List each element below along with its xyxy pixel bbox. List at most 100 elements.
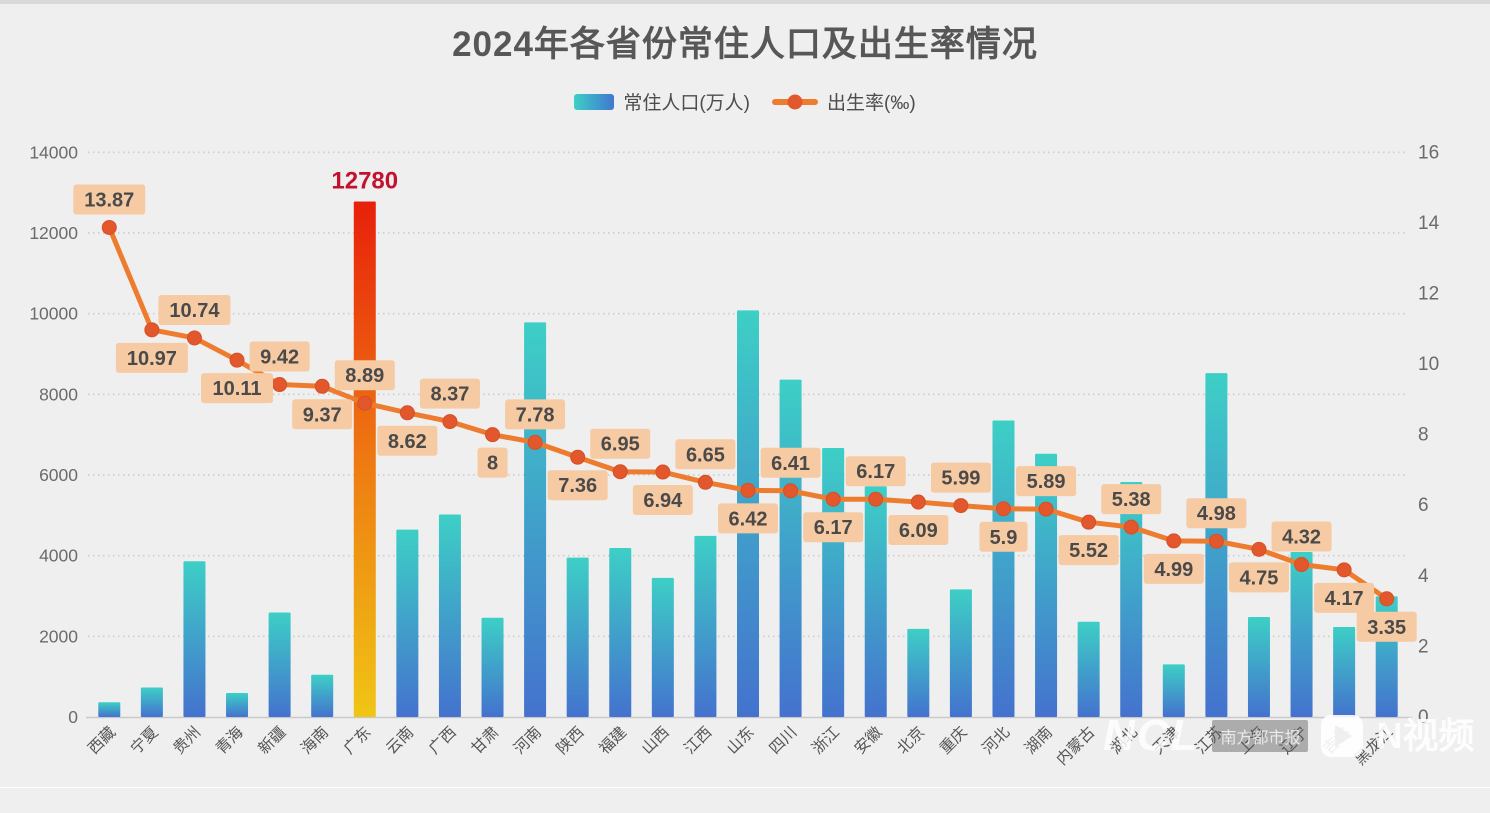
line-point <box>570 449 586 465</box>
rate-label-text: 6.17 <box>814 517 853 539</box>
rate-label-box <box>505 399 566 430</box>
rate-label-box <box>1101 484 1162 515</box>
rate-label-text: 5.9 <box>990 527 1018 549</box>
svg-text:2: 2 <box>1418 636 1429 657</box>
bar <box>779 379 802 717</box>
category-label: 天津 <box>1149 723 1184 758</box>
bar <box>1247 616 1270 717</box>
rate-label-box <box>803 512 864 543</box>
bar <box>1290 552 1313 717</box>
bar <box>481 617 504 717</box>
category-label: 湖南 <box>1021 723 1056 758</box>
line-point <box>868 491 884 507</box>
rate-label-text: 8.37 <box>430 384 469 406</box>
svg-text:12: 12 <box>1418 283 1439 304</box>
category-label: 陕西 <box>553 723 588 758</box>
category-label: 黑龙江 <box>1351 723 1397 769</box>
svg-text:16: 16 <box>1418 142 1439 163</box>
line-point <box>485 427 501 443</box>
rate-label-text: 6.17 <box>856 461 895 483</box>
category-label: 宁夏 <box>127 723 162 758</box>
line-point <box>144 322 160 338</box>
rate-label-box <box>1058 535 1119 566</box>
category-label: 重庆 <box>936 723 971 758</box>
bar <box>268 612 291 717</box>
bar <box>183 561 206 717</box>
right-axis-labels: 0 2 4 6 8 10 12 14 16 <box>1418 142 1440 728</box>
line-point <box>1379 591 1395 607</box>
rate-label-text: 4.99 <box>1154 559 1193 581</box>
rate-label-box <box>1016 466 1077 497</box>
line-point <box>655 464 671 480</box>
rate-label-box <box>718 503 778 534</box>
category-label: 甘肃 <box>468 723 503 758</box>
legend-item-population[interactable]: 常住人口(万人) <box>574 88 750 115</box>
rate-label-box <box>377 425 438 456</box>
bar <box>949 589 972 717</box>
rate-label-text: 7.36 <box>558 475 597 497</box>
bar <box>1035 453 1058 717</box>
svg-text:4000: 4000 <box>39 546 78 566</box>
svg-text:6000: 6000 <box>39 465 78 485</box>
legend-label-birthrate: 出生率(‰) <box>827 93 916 114</box>
category-label: 北京 <box>893 723 928 758</box>
line-point <box>1294 557 1310 573</box>
svg-text:10: 10 <box>1418 354 1439 375</box>
rate-labels: 13.87 10.97 10.74 10.11 9.42 9.378.89 8.62 8.37… <box>73 184 1417 642</box>
rate-label-box <box>477 447 508 478</box>
line-point <box>1251 541 1267 557</box>
category-label: 浙江 <box>808 723 843 758</box>
line-points <box>101 219 1395 607</box>
rate-label-text: 10.74 <box>169 300 220 322</box>
rate-label-text: 5.52 <box>1069 540 1108 562</box>
rate-label-box <box>930 462 991 493</box>
bar <box>1333 627 1356 717</box>
category-label: 贵州 <box>170 723 205 758</box>
rate-label-text: 5.99 <box>941 468 980 490</box>
rate-label-text: 5.89 <box>1027 471 1066 493</box>
rate-label-text: 6.95 <box>601 434 640 456</box>
bar <box>396 529 419 717</box>
bottom-divider <box>0 787 1490 788</box>
category-label: 云南 <box>383 723 418 758</box>
rate-label-text: 4.98 <box>1197 503 1236 525</box>
svg-text:12000: 12000 <box>29 223 78 243</box>
line-point <box>740 482 756 498</box>
category-label: 湖北 <box>1106 723 1141 758</box>
category-label: 西藏 <box>84 723 119 758</box>
category-label: 山东 <box>723 723 758 758</box>
rate-label-text: 10.11 <box>213 378 262 400</box>
line-point <box>910 494 926 510</box>
line-point <box>229 352 245 368</box>
category-label: 河南 <box>510 723 545 758</box>
svg-text:0: 0 <box>1418 707 1429 728</box>
rate-label-box <box>845 456 906 487</box>
bar <box>864 486 887 717</box>
rate-label-box <box>419 378 480 409</box>
bar <box>609 547 632 717</box>
svg-text:0: 0 <box>68 707 78 727</box>
bar <box>311 674 334 717</box>
legend-item-birthrate[interactable]: 出生率(‰) <box>772 88 916 115</box>
svg-text:6: 6 <box>1418 495 1429 516</box>
bar <box>226 693 249 717</box>
bars <box>98 201 1398 717</box>
line-point <box>442 414 458 430</box>
rate-label-box <box>590 428 651 459</box>
line-point <box>527 434 543 450</box>
category-label: 安徽 <box>851 723 886 758</box>
bar <box>651 577 674 717</box>
bar <box>438 514 461 717</box>
chart-legend: 常住人口(万人) 出生率(‰) <box>0 88 1490 115</box>
svg-text:2000: 2000 <box>39 626 78 646</box>
svg-text:8: 8 <box>1418 425 1429 446</box>
rate-label-text: 9.42 <box>260 347 299 369</box>
rate-label-text: 6.41 <box>771 453 810 475</box>
rate-label-box <box>201 373 274 404</box>
category-label: 山西 <box>638 723 673 758</box>
rate-label-text: 9.37 <box>303 404 342 426</box>
line-point <box>783 483 799 499</box>
line-point <box>1336 562 1352 578</box>
